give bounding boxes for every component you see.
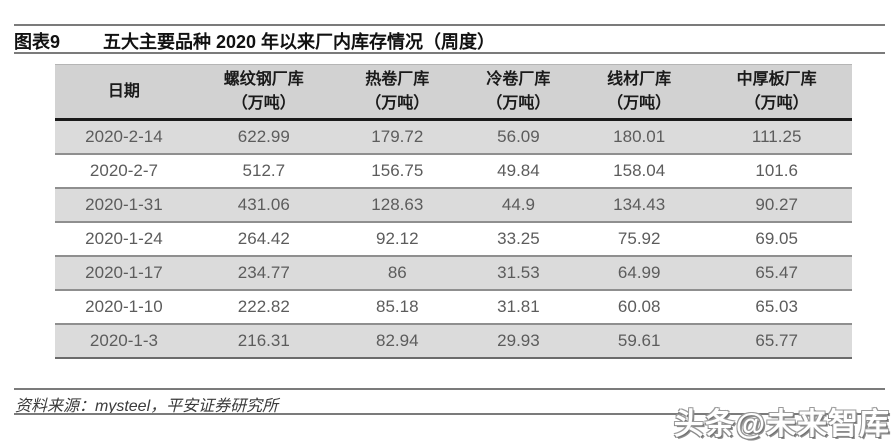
toutiao-watermark-logo: 头条@未来智库 bbox=[673, 408, 890, 441]
value-cell: 234.77 bbox=[192, 255, 335, 291]
value-cell: 180.01 bbox=[577, 119, 702, 155]
column-header: 日期 bbox=[55, 64, 193, 121]
value-cell: 33.25 bbox=[459, 221, 578, 257]
table-body: 2020-2-14 622.99 179.72 56.09 180.01 111.25 20… bbox=[55, 119, 852, 359]
value-cell: 156.75 bbox=[334, 153, 460, 189]
source-top-rule bbox=[14, 388, 885, 390]
value-cell: 158.04 bbox=[577, 153, 702, 189]
date-cell: 2020-2-7 bbox=[55, 153, 193, 189]
table-header-row: 日期 螺纹钢厂库 （万吨） 热卷厂库 （万吨） 冷卷厂库 （万吨） 线材厂库 （万吨） 中厚板厂库… bbox=[55, 64, 852, 121]
date-cell: 2020-1-31 bbox=[55, 187, 193, 223]
value-cell: 622.99 bbox=[192, 119, 335, 155]
date-cell: 2020-1-17 bbox=[55, 255, 193, 291]
title-bottom-rule bbox=[14, 52, 885, 54]
value-cell: 49.84 bbox=[459, 153, 578, 189]
value-cell: 65.77 bbox=[701, 323, 852, 359]
value-cell: 86 bbox=[334, 255, 460, 291]
date-cell: 2020-1-3 bbox=[55, 323, 193, 359]
value-cell: 128.63 bbox=[334, 187, 460, 223]
value-cell: 111.25 bbox=[701, 119, 852, 155]
value-cell: 59.61 bbox=[577, 323, 702, 359]
value-cell: 134.43 bbox=[577, 187, 702, 223]
table-row: 2020-1-10 222.82 85.18 31.81 60.08 65.03 bbox=[55, 289, 852, 325]
table-row: 2020-1-31 431.06 128.63 44.9 134.43 90.27 bbox=[55, 187, 852, 223]
source-bottom-rule bbox=[14, 413, 885, 415]
source-note: 资料来源：mysteel，平安证券研究所 bbox=[15, 398, 279, 415]
column-header: 热卷厂库 （万吨） bbox=[334, 64, 460, 121]
value-cell: 69.05 bbox=[701, 221, 852, 257]
column-header: 冷卷厂库 （万吨） bbox=[459, 64, 578, 121]
value-cell: 512.7 bbox=[192, 153, 335, 189]
value-cell: 85.18 bbox=[334, 289, 460, 325]
value-cell: 216.31 bbox=[192, 323, 335, 359]
value-cell: 264.42 bbox=[192, 221, 335, 257]
value-cell: 31.81 bbox=[459, 289, 578, 325]
table-row: 2020-1-17 234.77 86 31.53 64.99 65.47 bbox=[55, 255, 852, 291]
value-cell: 92.12 bbox=[334, 221, 460, 257]
figure-title: 图表9 五大主要品种 2020 年以来厂内库存情况（周度） bbox=[14, 28, 495, 54]
table-row: 2020-1-24 264.42 92.12 33.25 75.92 69.05 bbox=[55, 221, 852, 257]
column-header: 中厚板厂库 （万吨） bbox=[701, 64, 852, 121]
value-cell: 29.93 bbox=[459, 323, 578, 359]
value-cell: 44.9 bbox=[459, 187, 578, 223]
table-row: 2020-1-3 216.31 82.94 29.93 59.61 65.77 bbox=[55, 323, 852, 359]
value-cell: 90.27 bbox=[701, 187, 852, 223]
figure-tag: 图表9 bbox=[14, 32, 61, 52]
value-cell: 65.47 bbox=[701, 255, 852, 291]
value-cell: 60.08 bbox=[577, 289, 702, 325]
value-cell: 64.99 bbox=[577, 255, 702, 291]
value-cell: 31.53 bbox=[459, 255, 578, 291]
inventory-table: 日期 螺纹钢厂库 （万吨） 热卷厂库 （万吨） 冷卷厂库 （万吨） 线材厂库 （万吨） 中厚板厂库… bbox=[55, 64, 852, 359]
value-cell: 56.09 bbox=[459, 119, 578, 155]
value-cell: 101.6 bbox=[701, 153, 852, 189]
column-header: 线材厂库 （万吨） bbox=[577, 64, 702, 121]
date-cell: 2020-1-10 bbox=[55, 289, 193, 325]
table-row: 2020-2-14 622.99 179.72 56.09 180.01 111.25 bbox=[55, 119, 852, 155]
value-cell: 65.03 bbox=[701, 289, 852, 325]
title-top-rule bbox=[14, 24, 885, 26]
value-cell: 75.92 bbox=[577, 221, 702, 257]
figure-title-text: 五大主要品种 2020 年以来厂内库存情况（周度） bbox=[103, 32, 496, 52]
date-cell: 2020-1-24 bbox=[55, 221, 193, 257]
table-row: 2020-2-7 512.7 156.75 49.84 158.04 101.6 bbox=[55, 153, 852, 189]
value-cell: 431.06 bbox=[192, 187, 335, 223]
value-cell: 82.94 bbox=[334, 323, 460, 359]
table-header: 日期 螺纹钢厂库 （万吨） 热卷厂库 （万吨） 冷卷厂库 （万吨） 线材厂库 （万吨） 中厚板厂库… bbox=[55, 64, 852, 121]
date-cell: 2020-2-14 bbox=[55, 119, 193, 155]
value-cell: 179.72 bbox=[334, 119, 460, 155]
column-header: 螺纹钢厂库 （万吨） bbox=[192, 64, 335, 121]
value-cell: 222.82 bbox=[192, 289, 335, 325]
